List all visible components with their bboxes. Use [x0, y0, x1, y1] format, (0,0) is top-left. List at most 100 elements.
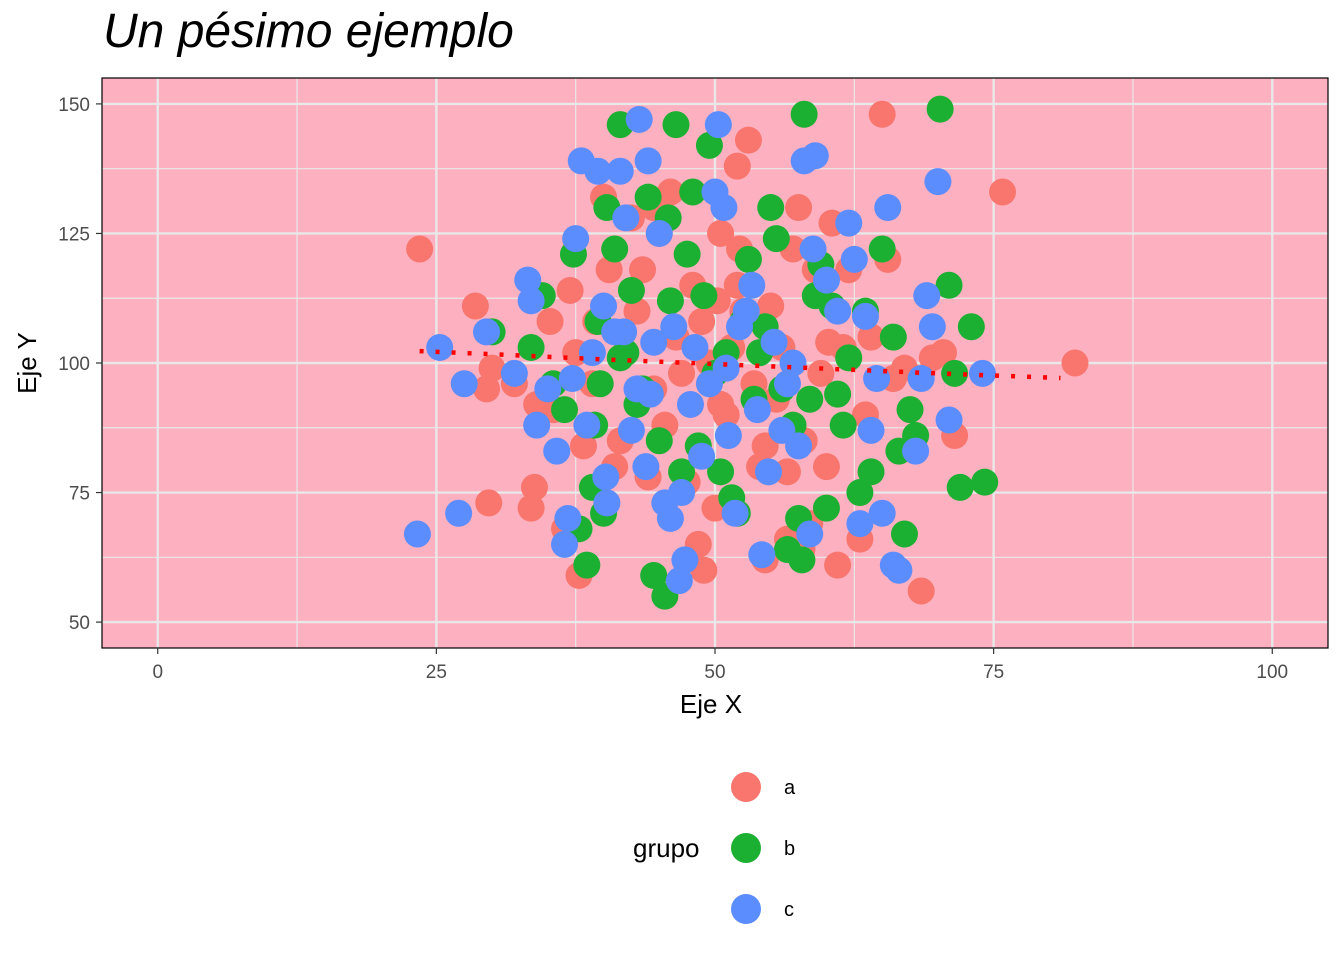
point-c — [681, 333, 709, 361]
point-b — [812, 494, 840, 522]
legend-label-b: b — [784, 838, 795, 860]
x-tick-label: 0 — [152, 662, 163, 683]
legend-title: grupo — [633, 833, 700, 863]
legend-label-a: a — [784, 777, 796, 799]
y-axis-title: Eje Y — [12, 332, 42, 394]
point-b — [868, 235, 896, 263]
point-b — [673, 240, 701, 268]
point-b — [824, 380, 852, 408]
legend-key-b — [731, 833, 761, 863]
point-a — [406, 235, 434, 263]
point-a — [556, 276, 584, 304]
point-c — [668, 479, 696, 507]
point-c — [612, 204, 640, 232]
point-c — [732, 297, 760, 325]
point-b — [926, 95, 954, 123]
point-c — [590, 292, 618, 320]
point-a — [812, 453, 840, 481]
point-c — [851, 302, 879, 330]
point-c — [473, 318, 501, 346]
point-b — [695, 131, 723, 159]
point-a — [723, 152, 751, 180]
point-a — [595, 256, 623, 284]
point-c — [801, 142, 829, 170]
point-b — [829, 411, 857, 439]
point-a — [734, 126, 762, 154]
y-tick-label: 50 — [69, 613, 90, 634]
point-a — [907, 577, 935, 605]
point-c — [676, 390, 704, 418]
y-tick-label: 75 — [69, 484, 90, 505]
point-c — [935, 406, 963, 434]
point-a — [569, 432, 597, 460]
point-c — [534, 375, 562, 403]
point-c — [796, 520, 824, 548]
point-b — [935, 271, 963, 299]
y-tick-label: 150 — [58, 95, 90, 116]
point-a — [773, 458, 801, 486]
point-c — [656, 504, 684, 532]
point-c — [748, 541, 776, 569]
point-c — [710, 194, 738, 222]
point-b — [707, 458, 735, 486]
point-c — [665, 567, 693, 595]
point-c — [606, 157, 634, 185]
point-c — [779, 349, 807, 377]
point-c — [743, 396, 771, 424]
point-c — [445, 499, 473, 527]
point-c — [812, 266, 840, 294]
point-b — [645, 427, 673, 455]
point-b — [734, 245, 762, 273]
point-a — [707, 219, 735, 247]
point-b — [857, 458, 885, 486]
point-c — [907, 365, 935, 393]
point-c — [554, 504, 582, 532]
legend-key-a — [731, 772, 761, 802]
point-a — [517, 494, 545, 522]
x-tick-label: 50 — [704, 662, 725, 683]
point-c — [517, 287, 545, 315]
point-c — [558, 365, 586, 393]
point-a — [807, 359, 835, 387]
point-b — [971, 468, 999, 496]
point-b — [573, 551, 601, 579]
point-c — [403, 520, 431, 548]
x-tick-label: 100 — [1256, 662, 1288, 683]
point-a — [536, 308, 564, 336]
point-c — [660, 313, 688, 341]
point-c — [645, 219, 673, 247]
point-b — [601, 235, 629, 263]
point-b — [640, 561, 668, 589]
point-a — [785, 194, 813, 222]
point-b — [896, 396, 924, 424]
point-c — [632, 453, 660, 481]
point-b — [946, 473, 974, 501]
point-b — [957, 313, 985, 341]
point-c — [617, 416, 645, 444]
point-c — [760, 328, 788, 356]
point-a — [824, 551, 852, 579]
point-c — [857, 416, 885, 444]
point-c — [846, 510, 874, 538]
x-axis-title: Eje X — [680, 689, 742, 719]
point-c — [754, 458, 782, 486]
point-c — [578, 339, 606, 367]
point-b — [757, 194, 785, 222]
point-a — [629, 256, 657, 284]
legend-label-c: c — [784, 899, 794, 921]
point-b — [941, 359, 969, 387]
point-c — [721, 499, 749, 527]
point-b — [846, 479, 874, 507]
point-b — [662, 111, 690, 139]
point-c — [634, 147, 662, 175]
point-c — [874, 194, 902, 222]
point-a — [707, 390, 735, 418]
point-c — [785, 432, 813, 460]
point-c — [835, 209, 863, 237]
point-c — [610, 318, 638, 346]
point-b — [679, 178, 707, 206]
point-c — [704, 111, 732, 139]
point-c — [592, 463, 620, 491]
